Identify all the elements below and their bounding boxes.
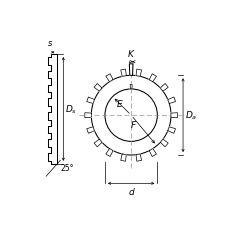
Polygon shape bbox=[149, 74, 156, 82]
Polygon shape bbox=[129, 65, 132, 76]
Text: $D_a$: $D_a$ bbox=[185, 109, 197, 122]
Text: 25°: 25° bbox=[60, 163, 74, 172]
Polygon shape bbox=[86, 127, 94, 134]
Polygon shape bbox=[167, 98, 175, 104]
Polygon shape bbox=[135, 70, 141, 77]
Polygon shape bbox=[167, 127, 175, 134]
Polygon shape bbox=[105, 149, 113, 157]
Text: K: K bbox=[128, 50, 134, 59]
Polygon shape bbox=[94, 139, 102, 147]
Polygon shape bbox=[85, 113, 91, 118]
Polygon shape bbox=[135, 154, 141, 161]
Polygon shape bbox=[86, 98, 94, 104]
Polygon shape bbox=[94, 84, 102, 92]
Text: E: E bbox=[116, 100, 122, 109]
Polygon shape bbox=[120, 70, 126, 77]
Polygon shape bbox=[120, 154, 126, 161]
Polygon shape bbox=[105, 74, 113, 82]
Text: $D_s$: $D_s$ bbox=[65, 103, 77, 116]
Polygon shape bbox=[130, 85, 131, 90]
Text: d: d bbox=[128, 187, 134, 196]
Polygon shape bbox=[160, 139, 167, 147]
Polygon shape bbox=[160, 84, 167, 92]
Text: F: F bbox=[130, 121, 135, 130]
Polygon shape bbox=[149, 149, 156, 157]
Text: s: s bbox=[47, 39, 52, 48]
Polygon shape bbox=[170, 113, 177, 118]
